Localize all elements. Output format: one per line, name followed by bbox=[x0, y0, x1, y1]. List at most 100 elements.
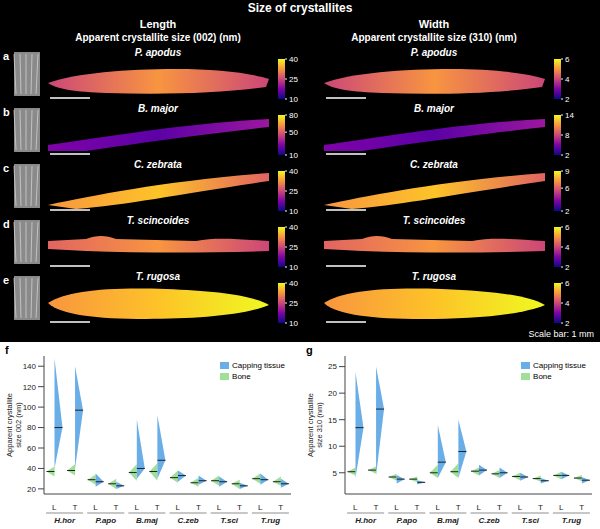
svg-text:10: 10 bbox=[289, 263, 298, 272]
svg-text:B.maj: B.maj bbox=[437, 516, 460, 525]
svg-text:T: T bbox=[237, 503, 242, 512]
svg-text:4: 4 bbox=[565, 299, 570, 308]
svg-text:P. apodus: P. apodus bbox=[135, 47, 182, 58]
svg-text:80: 80 bbox=[289, 111, 298, 120]
svg-text:P. apodus: P. apodus bbox=[411, 47, 458, 58]
svg-text:25: 25 bbox=[289, 75, 298, 84]
svg-text:Scale bar: 1 mm: Scale bar: 1 mm bbox=[528, 329, 594, 339]
svg-text:25: 25 bbox=[328, 362, 337, 371]
svg-text:e: e bbox=[3, 274, 9, 286]
svg-text:B. major: B. major bbox=[414, 103, 455, 114]
svg-text:size 310 (nm): size 310 (nm) bbox=[315, 402, 324, 448]
svg-text:T: T bbox=[155, 503, 160, 512]
svg-text:B. major: B. major bbox=[138, 103, 179, 114]
svg-text:14: 14 bbox=[565, 111, 574, 120]
svg-text:L: L bbox=[176, 503, 181, 512]
svg-text:T: T bbox=[538, 503, 543, 512]
svg-text:T. rugosa: T. rugosa bbox=[412, 271, 457, 282]
svg-text:Length: Length bbox=[140, 18, 177, 30]
svg-text:L: L bbox=[258, 503, 263, 512]
svg-text:T: T bbox=[114, 503, 119, 512]
svg-text:Apparent crystallite size (310: Apparent crystallite size (310) (nm) bbox=[351, 32, 517, 43]
svg-text:6: 6 bbox=[565, 55, 570, 64]
svg-text:Apparent crystallite: Apparent crystallite bbox=[5, 393, 14, 457]
svg-text:L: L bbox=[394, 503, 399, 512]
svg-text:9: 9 bbox=[565, 167, 570, 176]
svg-text:40: 40 bbox=[27, 464, 36, 473]
svg-text:Width: Width bbox=[419, 18, 450, 30]
svg-text:T: T bbox=[415, 503, 420, 512]
svg-text:T.rug: T.rug bbox=[261, 516, 281, 525]
svg-text:2: 2 bbox=[565, 151, 570, 160]
svg-text:60: 60 bbox=[27, 444, 36, 453]
svg-text:d: d bbox=[3, 218, 10, 230]
svg-text:6: 6 bbox=[565, 279, 570, 288]
svg-text:T: T bbox=[497, 503, 502, 512]
svg-text:H.hor: H.hor bbox=[355, 516, 377, 525]
svg-text:L: L bbox=[217, 503, 222, 512]
svg-text:L: L bbox=[477, 503, 482, 512]
svg-text:40: 40 bbox=[289, 167, 298, 176]
svg-text:T. scincoides: T. scincoides bbox=[127, 215, 190, 226]
svg-text:T: T bbox=[373, 503, 378, 512]
svg-text:10: 10 bbox=[289, 319, 298, 328]
svg-text:Apparent crystallite: Apparent crystallite bbox=[306, 393, 315, 457]
svg-text:6: 6 bbox=[565, 223, 570, 232]
svg-text:b: b bbox=[3, 106, 10, 118]
svg-text:C. zebrata: C. zebrata bbox=[410, 159, 458, 170]
svg-text:C.zeb: C.zeb bbox=[478, 516, 499, 525]
svg-text:T: T bbox=[456, 503, 461, 512]
svg-text:T: T bbox=[579, 503, 584, 512]
svg-text:T.rug: T.rug bbox=[562, 516, 582, 525]
svg-text:P.apo: P.apo bbox=[95, 516, 116, 525]
svg-text:a: a bbox=[3, 50, 10, 62]
svg-text:Size of crystallites: Size of crystallites bbox=[248, 1, 353, 15]
svg-text:C.zeb: C.zeb bbox=[177, 516, 198, 525]
svg-text:25: 25 bbox=[289, 243, 298, 252]
svg-text:10: 10 bbox=[289, 207, 298, 216]
svg-text:25: 25 bbox=[289, 299, 298, 308]
svg-text:L: L bbox=[134, 503, 139, 512]
svg-text:120: 120 bbox=[23, 383, 37, 392]
svg-text:T: T bbox=[196, 503, 201, 512]
svg-text:10: 10 bbox=[328, 442, 337, 451]
svg-text:5: 5 bbox=[333, 469, 338, 478]
svg-text:15: 15 bbox=[328, 416, 337, 425]
svg-text:L: L bbox=[52, 503, 57, 512]
svg-text:2: 2 bbox=[565, 319, 570, 328]
svg-text:4: 4 bbox=[565, 243, 570, 252]
svg-text:20: 20 bbox=[27, 485, 36, 494]
svg-text:T: T bbox=[278, 503, 283, 512]
svg-text:H.hor: H.hor bbox=[54, 516, 76, 525]
svg-text:T. rugosa: T. rugosa bbox=[136, 271, 181, 282]
svg-text:size 002 (nm): size 002 (nm) bbox=[14, 402, 23, 448]
svg-text:6: 6 bbox=[565, 184, 570, 193]
svg-text:L: L bbox=[93, 503, 98, 512]
svg-text:L: L bbox=[559, 503, 564, 512]
svg-text:140: 140 bbox=[23, 362, 37, 371]
svg-text:100: 100 bbox=[23, 403, 37, 412]
svg-text:T.sci: T.sci bbox=[220, 516, 238, 525]
svg-text:2: 2 bbox=[565, 207, 570, 216]
svg-text:T. scincoides: T. scincoides bbox=[403, 215, 466, 226]
svg-text:40: 40 bbox=[289, 279, 298, 288]
svg-text:T: T bbox=[72, 503, 77, 512]
svg-text:80: 80 bbox=[27, 423, 36, 432]
svg-text:10: 10 bbox=[289, 151, 298, 160]
svg-text:2: 2 bbox=[565, 263, 570, 272]
svg-text:40: 40 bbox=[289, 223, 298, 232]
svg-text:50: 50 bbox=[289, 128, 298, 137]
svg-text:T.sci: T.sci bbox=[521, 516, 539, 525]
svg-text:8: 8 bbox=[565, 131, 570, 140]
svg-text:L: L bbox=[353, 503, 358, 512]
svg-text:25: 25 bbox=[289, 187, 298, 196]
svg-text:L: L bbox=[518, 503, 523, 512]
svg-text:2: 2 bbox=[565, 95, 570, 104]
svg-text:P.apo: P.apo bbox=[396, 516, 417, 525]
svg-text:Apparent crystallite size (002: Apparent crystallite size (002) (nm) bbox=[75, 32, 241, 43]
svg-text:L: L bbox=[435, 503, 440, 512]
svg-text:40: 40 bbox=[289, 55, 298, 64]
svg-text:B.maj: B.maj bbox=[136, 516, 159, 525]
svg-text:20: 20 bbox=[328, 389, 337, 398]
svg-text:C. zebrata: C. zebrata bbox=[134, 159, 182, 170]
